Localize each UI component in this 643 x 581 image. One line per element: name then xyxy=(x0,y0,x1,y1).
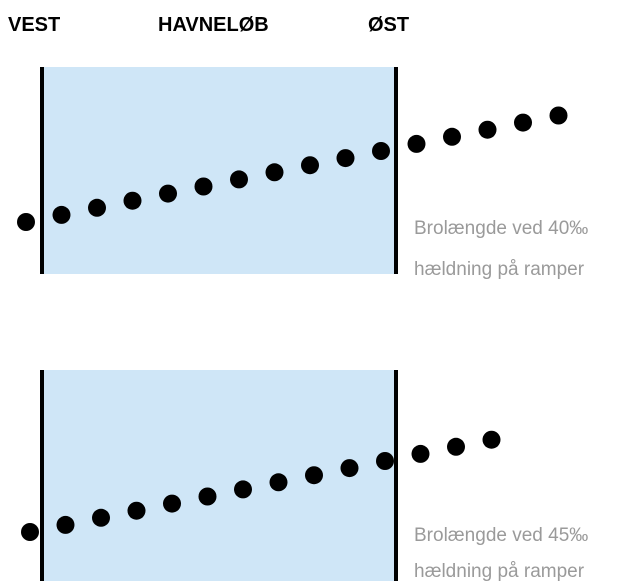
caption-line-2: hældning på ramper xyxy=(414,259,585,280)
header-west: VEST xyxy=(8,14,61,36)
bridge-dot xyxy=(482,430,501,449)
bridge-dot xyxy=(163,494,181,513)
panel-40: Brolængde ved 40‰ hældning på ramper xyxy=(17,67,588,280)
bridge-dot xyxy=(21,523,39,541)
caption-line-2: hældning på ramper xyxy=(414,561,585,581)
caption-line-1: Brolængde ved 40‰ xyxy=(414,218,588,239)
bridge-dot xyxy=(194,177,213,196)
bridge-dot xyxy=(17,213,35,231)
bridge-dot xyxy=(514,113,532,132)
bridge-dot xyxy=(376,452,394,470)
bridge-dot xyxy=(269,473,288,492)
header-east: ØST xyxy=(368,14,410,36)
harbor-water-area xyxy=(42,370,396,581)
bridge-dot xyxy=(411,444,430,463)
bridge-dot xyxy=(92,508,110,527)
bridge-dot xyxy=(265,163,284,182)
bridge-dot xyxy=(372,142,390,160)
bridge-dot xyxy=(127,501,146,520)
bridge-dot xyxy=(407,134,426,153)
bridge-dot xyxy=(340,459,359,478)
harbor-water-area xyxy=(42,67,396,274)
bridge-dot xyxy=(301,156,319,175)
bridge-dot xyxy=(159,184,177,203)
bridge-dot xyxy=(336,149,355,168)
bridge-dot xyxy=(230,170,248,189)
bridge-dot xyxy=(56,515,75,534)
bridge-dot xyxy=(478,120,497,139)
bridge-dot xyxy=(123,191,142,210)
header-harbor: HAVNELØB xyxy=(158,14,269,36)
panel-45: Brolængde ved 45‰ hældning på ramper xyxy=(21,370,588,581)
bridge-dot xyxy=(198,487,217,506)
bridge-dot xyxy=(447,437,465,456)
bridge-dot xyxy=(305,466,323,485)
bridge-dot xyxy=(549,106,568,125)
bridge-dots xyxy=(21,430,501,541)
bridge-dot xyxy=(443,127,461,146)
bridge-dot xyxy=(234,480,252,499)
bridge-dot xyxy=(52,205,71,224)
caption-line-1: Brolængde ved 45‰ xyxy=(414,525,588,546)
bridge-dots xyxy=(17,106,568,231)
bridge-dot xyxy=(88,198,106,217)
